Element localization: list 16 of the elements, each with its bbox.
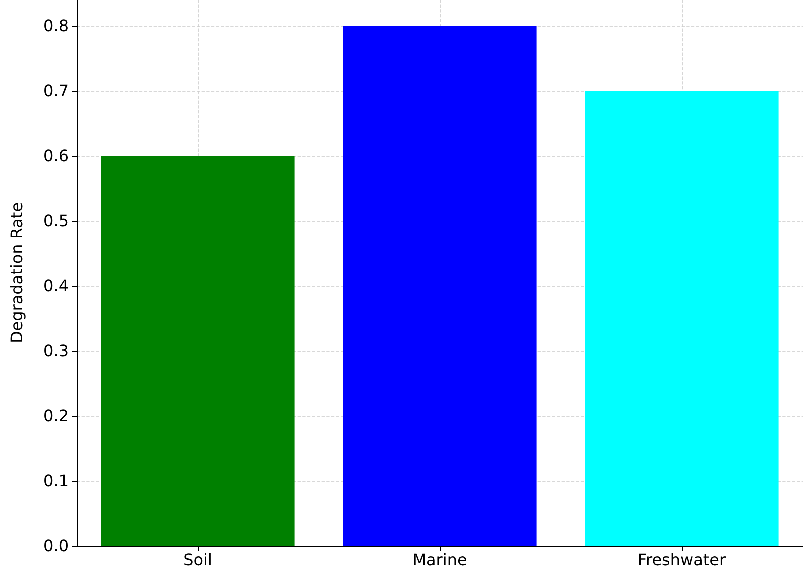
x-tick-label: Soil	[184, 550, 212, 570]
y-tick-label: 0.0	[44, 536, 69, 556]
y-axis-title: Degradation Rate	[8, 202, 26, 344]
y-tick-label: 0.4	[44, 276, 69, 296]
y-tick-label: 0.3	[44, 342, 69, 360]
y-tick-label: 0.7	[44, 82, 69, 100]
y-tick-label: 0.6	[44, 146, 69, 166]
bar	[343, 26, 537, 546]
y-tick-label: 0.5	[44, 212, 69, 230]
bar	[585, 91, 779, 546]
y-tick-label: 0.2	[44, 406, 69, 426]
x-tick-label: Marine	[412, 550, 468, 570]
y-tick-label: 0.1	[44, 472, 69, 490]
y-tick-label: 0.8	[44, 16, 69, 36]
x-tick-label: Freshwater	[638, 550, 727, 570]
bar	[101, 156, 295, 546]
